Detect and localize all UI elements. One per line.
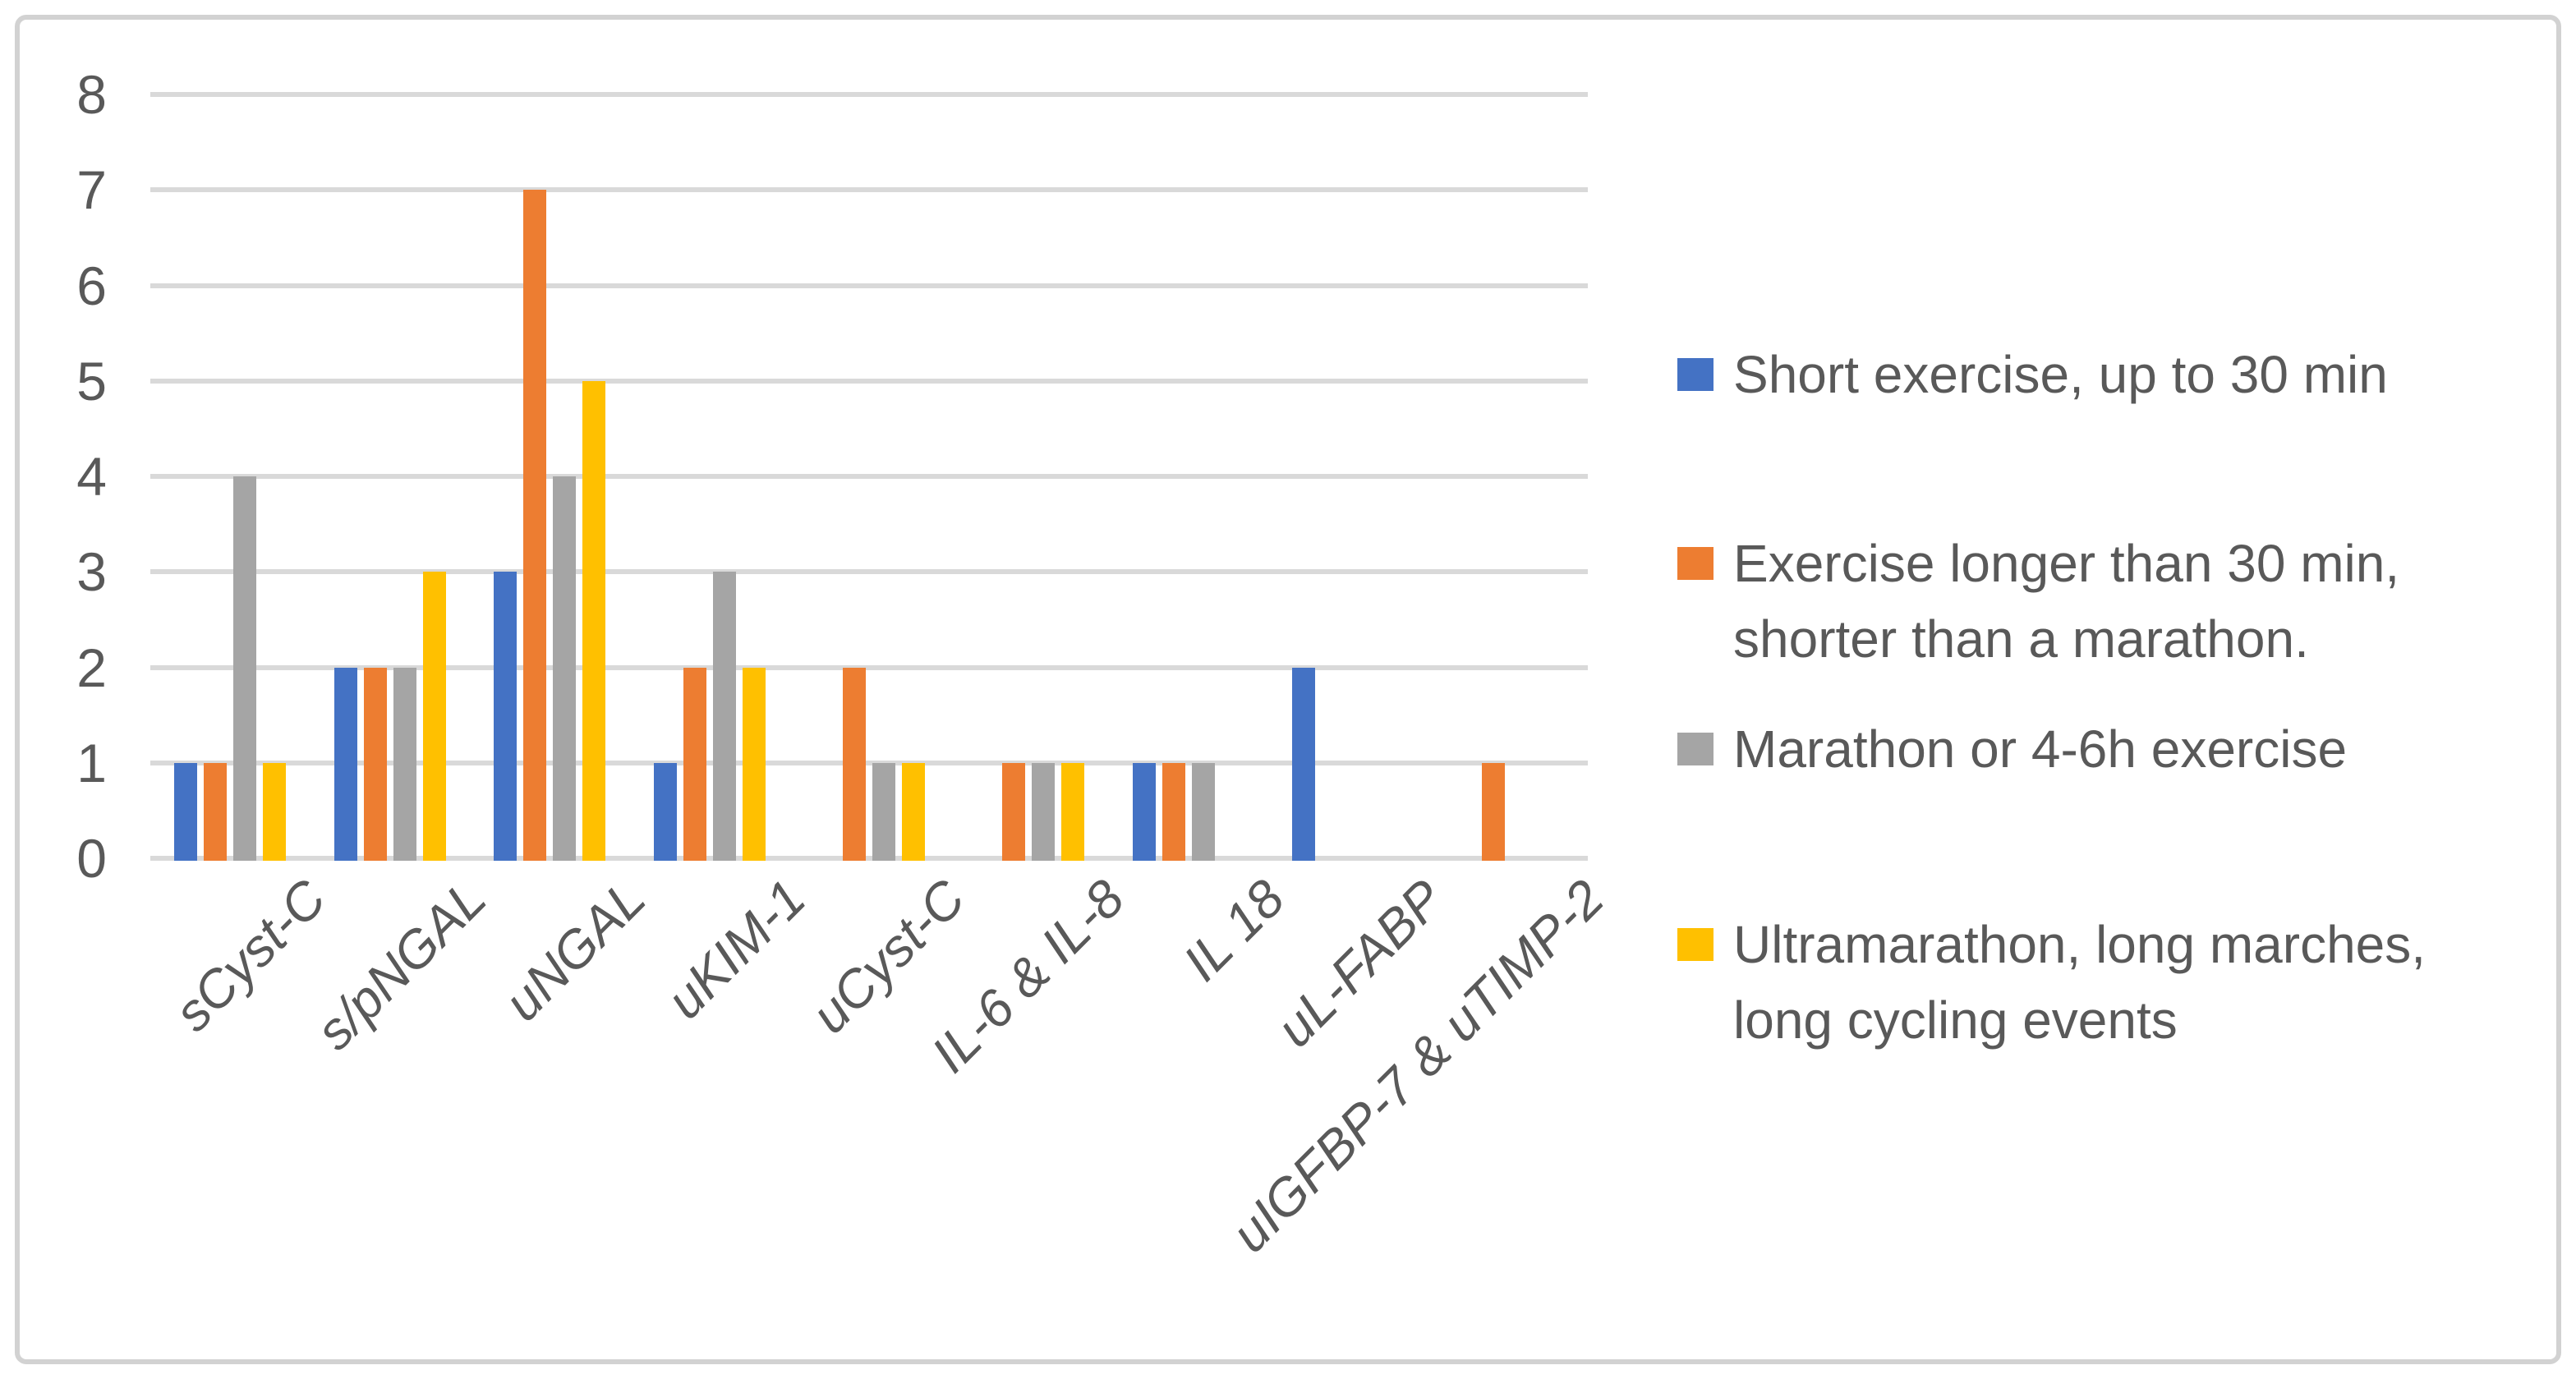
bar-uKIM-1-series-1 bbox=[683, 667, 706, 861]
bar-sCyst-C-series-3 bbox=[263, 762, 287, 861]
bar-IL 18-series-0 bbox=[1132, 762, 1156, 861]
bar-sCyst-C-series-2 bbox=[233, 476, 257, 861]
bar-IL 18-series-2 bbox=[1191, 762, 1215, 861]
bar-s/pNGAL-series-1 bbox=[363, 667, 387, 861]
y-axis-tick-label: 8 bbox=[76, 64, 107, 125]
bar-IL-6 & IL-8-series-3 bbox=[1061, 762, 1085, 861]
bar-IL 18-series-1 bbox=[1162, 762, 1185, 861]
bar-uNGAL-series-0 bbox=[494, 572, 518, 861]
legend-item: Ultramarathon, long marches, long cyclin… bbox=[1677, 907, 2426, 1058]
y-axis-tick-label: 2 bbox=[76, 637, 107, 698]
legend-item: Exercise longer than 30 min, shorter tha… bbox=[1677, 526, 2399, 677]
gridline bbox=[150, 92, 1588, 97]
legend-label: Ultramarathon, long marches, long cyclin… bbox=[1733, 915, 2426, 1050]
y-axis-tick-label: 1 bbox=[76, 732, 107, 793]
legend-item: Short exercise, up to 30 min bbox=[1677, 337, 2388, 412]
bar-s/pNGAL-series-0 bbox=[334, 667, 357, 861]
bar-sCyst-C-series-0 bbox=[174, 762, 198, 861]
bar-uKIM-1-series-3 bbox=[742, 667, 766, 861]
bar-uCyst-C-series-1 bbox=[843, 667, 866, 861]
bar-s/pNGAL-series-2 bbox=[393, 667, 416, 861]
legend-color-swatch-icon bbox=[1677, 928, 1714, 961]
gridline bbox=[150, 760, 1588, 765]
gridline bbox=[150, 187, 1588, 193]
bar-IL-6 & IL-8-series-2 bbox=[1032, 762, 1056, 861]
legend-color-swatch-icon bbox=[1677, 547, 1714, 580]
legend-color-swatch-icon bbox=[1677, 733, 1714, 765]
bar-uCyst-C-series-2 bbox=[872, 762, 895, 861]
gridline bbox=[150, 474, 1588, 479]
legend-label: Exercise longer than 30 min, shorter tha… bbox=[1733, 534, 2400, 669]
bar-uKIM-1-series-0 bbox=[653, 762, 677, 861]
legend-label: Marathon or 4-6h exercise bbox=[1733, 719, 2348, 779]
y-axis-tick-label: 5 bbox=[76, 350, 107, 411]
gridline bbox=[150, 283, 1588, 288]
y-axis-tick-label: 0 bbox=[76, 828, 107, 889]
y-axis-tick-label: 3 bbox=[76, 541, 107, 603]
gridline bbox=[150, 664, 1588, 670]
bar-uKIM-1-series-2 bbox=[712, 572, 736, 861]
bar-uNGAL-series-3 bbox=[582, 380, 606, 861]
legend-item: Marathon or 4-6h exercise bbox=[1677, 711, 2347, 787]
y-axis-tick-label: 4 bbox=[76, 446, 107, 507]
gridline bbox=[150, 569, 1588, 575]
bar-IL-6 & IL-8-series-1 bbox=[1002, 762, 1026, 861]
y-axis-tick-label: 7 bbox=[76, 159, 107, 221]
bar-uCyst-C-series-3 bbox=[902, 762, 925, 861]
bar-uNGAL-series-1 bbox=[523, 190, 547, 861]
bar-sCyst-C-series-1 bbox=[204, 762, 228, 861]
y-axis-tick-label: 6 bbox=[76, 255, 107, 316]
legend-label: Short exercise, up to 30 min bbox=[1733, 345, 2388, 404]
bar-s/pNGAL-series-3 bbox=[422, 572, 446, 861]
bar-uNGAL-series-2 bbox=[553, 476, 577, 861]
bar-uL-FABP-series-0 bbox=[1292, 667, 1316, 861]
legend-color-swatch-icon bbox=[1677, 358, 1714, 391]
gridline bbox=[150, 378, 1588, 384]
bar-uIGFBP-7 & uTIMP-2-series-1 bbox=[1481, 762, 1505, 861]
gridline bbox=[150, 856, 1588, 861]
